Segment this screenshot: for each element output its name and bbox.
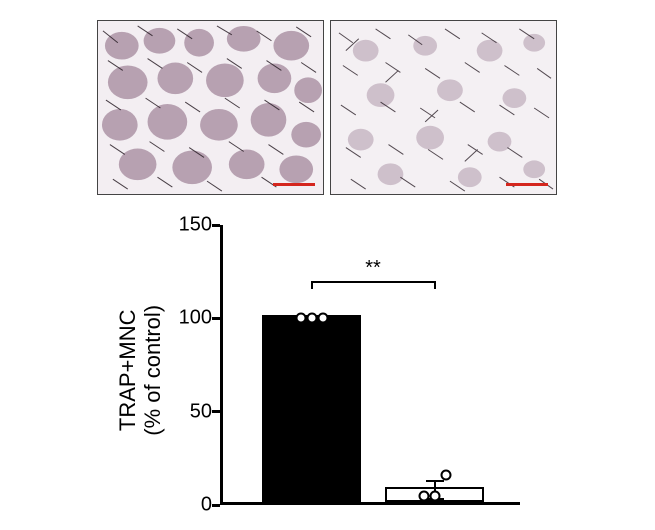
significance-tick (311, 281, 313, 289)
significance-label: ** (365, 257, 381, 280)
y-axis-label-line2: (% of control) (140, 305, 165, 436)
x-axis (220, 502, 520, 505)
y-tick (212, 317, 220, 320)
y-axis-label-line1: TRAP+MNC (115, 309, 140, 431)
micrograph-panel (97, 20, 557, 195)
data-point (429, 490, 440, 501)
scalebar-left (273, 183, 315, 186)
bar-fill (262, 315, 361, 502)
micrograph-right (330, 20, 557, 195)
data-point (418, 490, 429, 501)
significance-line (312, 281, 435, 283)
micrograph-right-svg (331, 21, 556, 194)
data-point (317, 313, 328, 324)
axis-area: ** (220, 225, 520, 505)
y-tick (212, 410, 220, 413)
bar-chart: TRAP+MNC (% of control) ** 0 50 100 150 (110, 215, 540, 525)
data-point (440, 470, 451, 481)
data-point (295, 313, 306, 324)
scalebar-right (506, 183, 548, 186)
y-axis (220, 225, 223, 505)
micrograph-left (97, 20, 324, 195)
error-cap (426, 480, 444, 482)
y-tick (212, 504, 220, 507)
y-tick-label: 50 (170, 400, 212, 423)
y-axis-label-group: TRAP+MNC (% of control) (110, 215, 170, 525)
y-axis-label: TRAP+MNC (% of control) (115, 305, 166, 436)
data-point (306, 313, 317, 324)
y-tick-label: 150 (170, 214, 212, 237)
bar (262, 315, 361, 502)
y-tick-label: 100 (170, 307, 212, 330)
micrograph-left-svg (98, 21, 323, 194)
significance-tick (434, 281, 436, 289)
y-tick (212, 224, 220, 227)
y-tick-label: 0 (170, 494, 212, 517)
